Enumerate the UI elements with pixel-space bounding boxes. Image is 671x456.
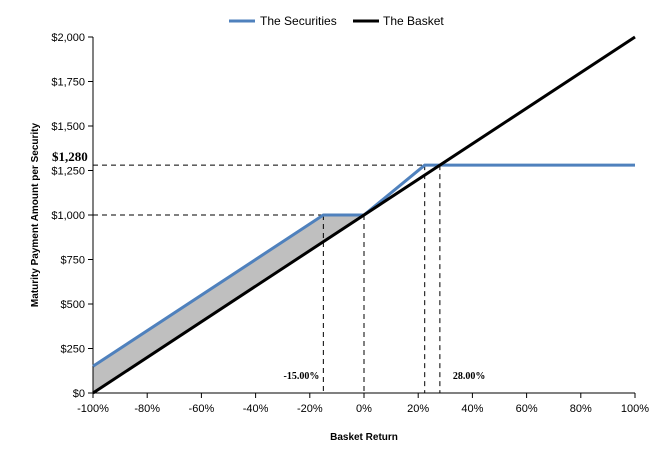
x-tick-label: -80% [134,403,160,415]
y-tick-label: $2,000 [51,32,85,44]
y-axis-title: Maturity Payment Amount per Security [30,123,41,308]
y-tick-label: $1,000 [51,210,85,222]
y-tick-label: $250 [61,344,85,356]
annotation-buffer-level: -15.00% [284,371,320,382]
annotation-payment-cap: $1,280 [52,149,88,164]
legend-label-basket: The Basket [383,14,444,28]
y-tick-label: $1,750 [51,77,85,89]
basket-line [92,35,636,395]
x-tick-label: -40% [243,403,269,415]
y-tick-label: $500 [61,299,85,311]
x-tick-label: 20% [407,403,429,415]
x-tick-label: 100% [621,403,649,415]
x-tick-label: 60% [516,403,538,415]
x-tick-label: -60% [189,403,215,415]
x-tick-label: 0% [356,403,372,415]
x-axis-title: Basket Return [330,432,398,443]
x-tick-label: 80% [570,403,592,415]
x-tick-label: 40% [461,403,483,415]
annotation-cap-level: 28.00% [453,371,486,382]
y-tick-label: $1,250 [51,166,85,178]
y-tick-label: $0 [73,388,85,400]
securities-line [92,163,635,368]
legend-label-securities: The Securities [260,14,337,28]
x-tick-label: -20% [297,403,323,415]
x-tick-label: -100% [77,403,109,415]
y-tick-label: $1,500 [51,121,85,133]
y-tick-label: $750 [61,255,85,267]
